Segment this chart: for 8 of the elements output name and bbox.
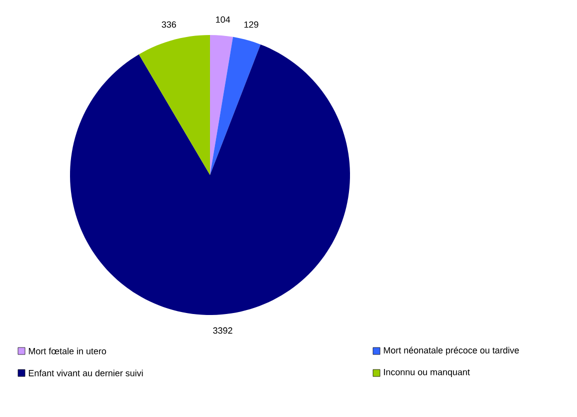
- legend-label: Mort fœtale in utero: [28, 348, 106, 354]
- data-label: 336: [162, 21, 176, 28]
- legend-label: Inconnu ou manquant: [384, 368, 470, 378]
- data-label: 104: [216, 16, 230, 23]
- legend-label: Mort néonatale précoce ou tardive: [384, 346, 519, 356]
- data-label: 129: [244, 21, 258, 28]
- legend-label: Enfant vivant au dernier suivi: [28, 370, 143, 376]
- data-label: 3392: [213, 327, 232, 334]
